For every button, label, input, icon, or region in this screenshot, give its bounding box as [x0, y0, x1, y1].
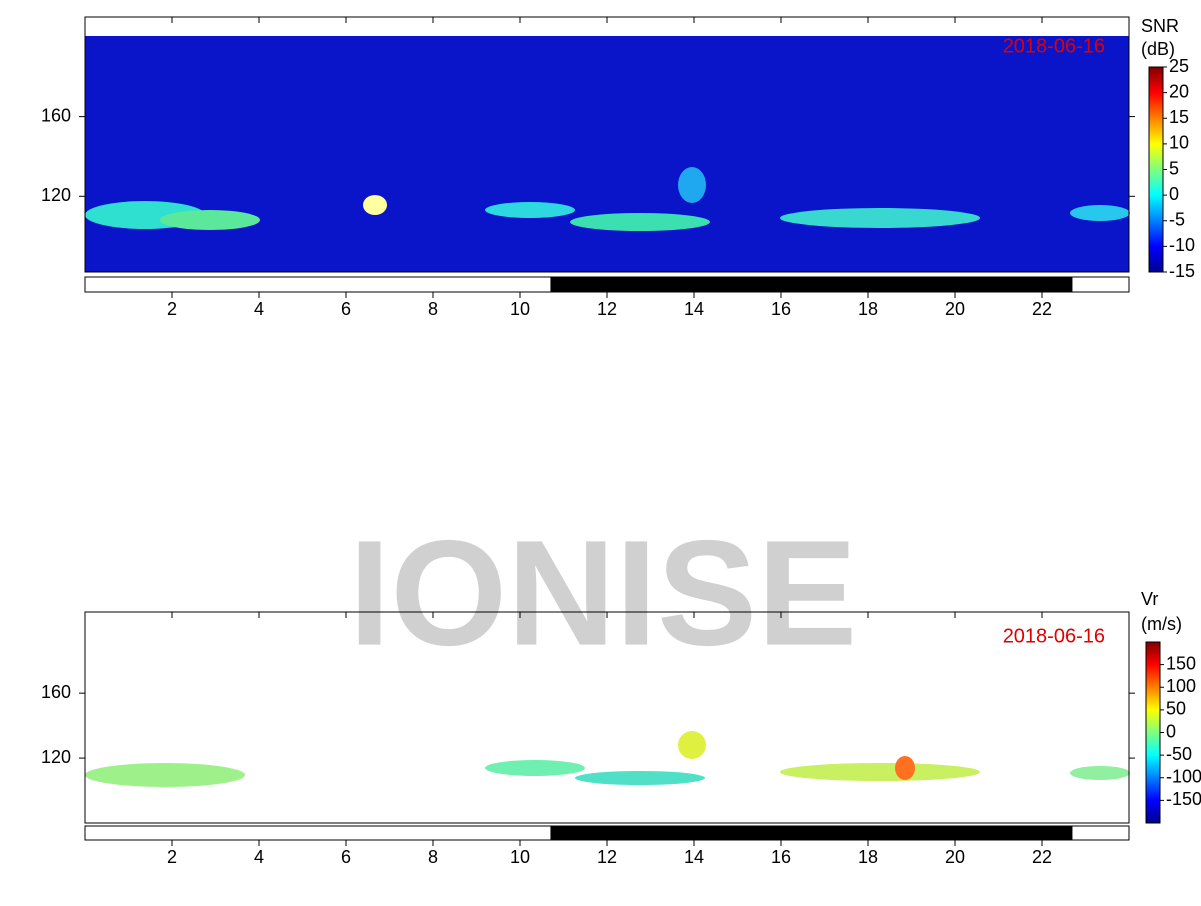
x-tick-label: 14: [684, 847, 704, 867]
colorbar: [1145, 641, 1161, 824]
echo-region: [85, 763, 245, 787]
x-tick-label: 22: [1032, 299, 1052, 319]
colorbar-tick-label: 100: [1166, 676, 1196, 696]
x-tick-label: 10: [510, 847, 530, 867]
x-tick-label: 2: [167, 847, 177, 867]
echo-region: [678, 731, 706, 759]
x-tick-label: 12: [597, 299, 617, 319]
x-tick-label: 20: [945, 299, 965, 319]
background: [85, 36, 1129, 272]
night-band: [550, 277, 1073, 292]
x-tick-label: 22: [1032, 847, 1052, 867]
echo-region: [160, 210, 260, 230]
x-tick-label: 10: [510, 299, 530, 319]
x-tick-label: 20: [945, 847, 965, 867]
y-tick-label: 160: [41, 682, 71, 702]
colorbar-tick-label: -5: [1169, 210, 1185, 230]
x-tick-label: 4: [254, 299, 264, 319]
colorbar-tick-label: -10: [1169, 235, 1195, 255]
x-tick-label: 6: [341, 299, 351, 319]
colorbar-label: SNR: [1141, 16, 1179, 36]
colorbar-tick-label: -150: [1166, 789, 1201, 809]
echo-layer-top: [85, 36, 1130, 272]
y-tick-label: 120: [41, 747, 71, 767]
colorbar-tick-label: 15: [1169, 107, 1189, 127]
echo-region: [895, 756, 915, 780]
colorbar-tick-label: 50: [1166, 699, 1186, 719]
x-tick-label: 4: [254, 847, 264, 867]
echo-region: [1070, 205, 1130, 221]
echo-region: [1070, 766, 1130, 780]
colorbar-label: (m/s): [1141, 614, 1182, 634]
watermark: IONISE: [349, 509, 857, 677]
colorbar-tick-label: 10: [1169, 133, 1189, 153]
echo-region: [363, 195, 387, 215]
night-band: [550, 826, 1073, 840]
colorbar-label: Vr: [1141, 589, 1158, 609]
x-tick-label: 18: [858, 299, 878, 319]
colorbar-tick-label: -15: [1169, 261, 1195, 281]
x-tick-label: 16: [771, 299, 791, 319]
echo-region: [485, 202, 575, 218]
echo-region: [678, 167, 706, 203]
colorbar-tick-label: 0: [1166, 721, 1176, 741]
colorbar-tick-label: 5: [1169, 158, 1179, 178]
colorbar-tick-label: 25: [1169, 56, 1189, 76]
colorbar: [1148, 66, 1164, 273]
colorbar-label: (dB): [1141, 39, 1175, 59]
echo-region: [570, 213, 710, 231]
y-tick-label: 160: [41, 105, 71, 125]
colorbar-tick-label: 150: [1166, 653, 1196, 673]
x-tick-label: 6: [341, 847, 351, 867]
x-tick-label: 8: [428, 847, 438, 867]
x-tick-label: 16: [771, 847, 791, 867]
echo-region: [485, 760, 585, 776]
x-tick-label: 2: [167, 299, 177, 319]
colorbar-tick-label: 20: [1169, 81, 1189, 101]
colorbar-tick-label: -50: [1166, 744, 1192, 764]
x-tick-label: 12: [597, 847, 617, 867]
y-tick-label: 120: [41, 185, 71, 205]
echo-region: [780, 763, 980, 781]
colorbar-tick-label: 0: [1169, 184, 1179, 204]
echo-region: [780, 208, 980, 228]
x-tick-label: 14: [684, 299, 704, 319]
date-annotation: 2018-06-16: [1003, 35, 1105, 57]
colorbar-tick-label: -100: [1166, 767, 1201, 787]
echo-layer-bottom: [85, 731, 1130, 787]
echo-region: [575, 771, 705, 785]
x-tick-label: 8: [428, 299, 438, 319]
x-tick-label: 18: [858, 847, 878, 867]
date-annotation: 2018-06-16: [1003, 625, 1105, 647]
